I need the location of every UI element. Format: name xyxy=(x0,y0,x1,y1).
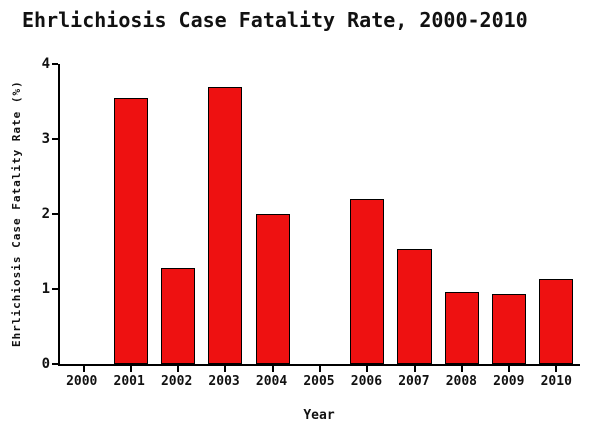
bar-slot-2007 xyxy=(391,64,438,364)
x-tick-label-2002: 2002 xyxy=(160,374,193,389)
x-tick-label-2010: 2010 xyxy=(540,374,572,389)
x-axis-label: Year xyxy=(303,408,335,423)
bar-2009 xyxy=(492,293,527,364)
y-tick-label-1: 1 xyxy=(41,281,50,297)
bar-slot-2002 xyxy=(155,64,202,364)
x-tick-label-2001: 2001 xyxy=(113,374,145,389)
y-tick-label-0: 0 xyxy=(41,356,50,372)
chart-title: Ehrlichiosis Case Fatality Rate, 2000-20… xyxy=(22,8,528,32)
y-tick-label-4: 4 xyxy=(41,56,50,72)
bar-2006 xyxy=(350,199,385,364)
x-tick-mark xyxy=(413,366,416,372)
bar-slot-2005 xyxy=(296,64,343,364)
x-tick-mark xyxy=(508,366,511,372)
plot-area: 0 1 2 3 4 xyxy=(42,57,580,372)
bar-slot-2004 xyxy=(249,64,296,364)
x-tick-label-2004: 2004 xyxy=(255,374,288,389)
x-tick-label-2005: 2005 xyxy=(303,374,335,389)
x-tick-mark xyxy=(319,366,321,372)
bar-slot-2006 xyxy=(344,64,391,364)
bar-2007 xyxy=(397,248,432,364)
x-tick-label-2008: 2008 xyxy=(445,374,477,389)
bar-2001 xyxy=(113,97,148,364)
y-tick-mark xyxy=(52,138,58,140)
x-tick-mark xyxy=(555,366,558,372)
x-tick-label-2006: 2006 xyxy=(350,374,383,389)
x-tick-label-2003: 2003 xyxy=(208,374,240,389)
y-tick-label-2: 2 xyxy=(41,206,50,222)
bar-slot-2009 xyxy=(485,64,532,364)
bar-2008 xyxy=(444,292,479,364)
x-tick-mark xyxy=(271,366,274,372)
bar-2010 xyxy=(539,278,574,364)
x-tick-mark xyxy=(460,366,463,372)
bar-slot-2003 xyxy=(202,64,249,364)
x-tick-mark xyxy=(177,366,180,372)
x-tick-mark xyxy=(224,366,227,372)
y-tick-label-3: 3 xyxy=(41,131,50,147)
bar-2003 xyxy=(208,86,243,364)
bar-slot-2001 xyxy=(107,64,154,364)
y-axis-label: Ehrlichiosis Case Fatality Rate (%) xyxy=(10,80,23,348)
x-tick-label-2009: 2009 xyxy=(493,374,525,389)
y-tick-mark xyxy=(52,63,58,65)
x-tick-labels: 2000 2001 2002 2003 2004 2005 2006 2007 2008 2009… xyxy=(58,374,580,389)
y-tick-mark xyxy=(52,213,58,215)
bar-2004 xyxy=(255,214,290,364)
x-tick-mark xyxy=(129,366,132,372)
x-tick-label-2000: 2000 xyxy=(66,374,98,389)
x-tick-mark xyxy=(366,366,369,372)
bar-slot-2010 xyxy=(533,64,580,364)
bar-2002 xyxy=(161,268,196,364)
y-tick-mark xyxy=(52,363,58,365)
bar-slot-2000 xyxy=(60,64,107,364)
x-tick-label-2007: 2007 xyxy=(398,374,430,389)
y-tick-mark xyxy=(52,288,58,290)
x-tick-mark xyxy=(82,366,85,372)
bar-slot-2008 xyxy=(438,64,485,364)
